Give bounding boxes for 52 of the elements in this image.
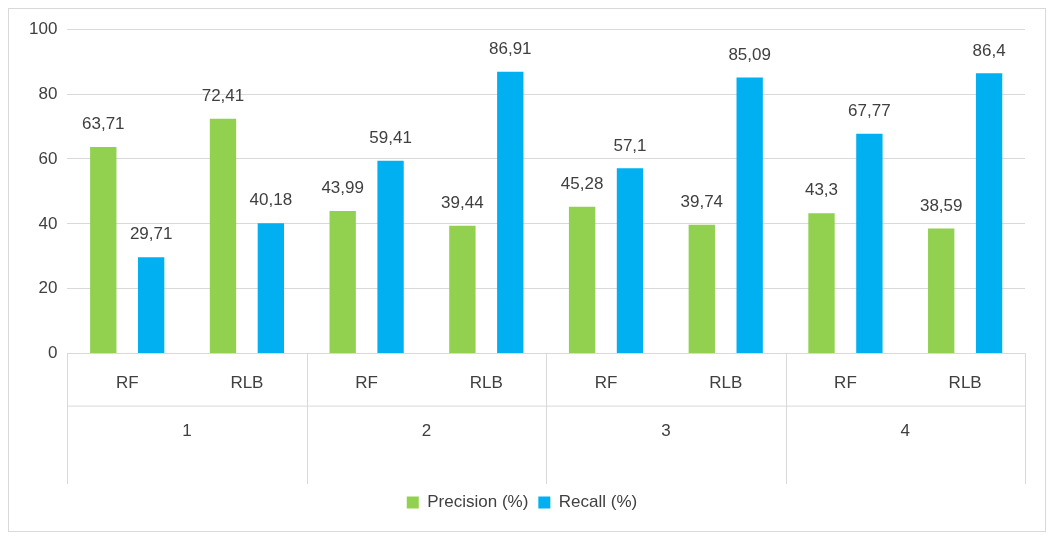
data-label: 38,59 (919, 195, 963, 215)
y-tick-label: 100 (28, 18, 58, 38)
y-tick-label: 60 (38, 148, 58, 168)
bar (329, 210, 356, 354)
data-label: 39,44 (441, 192, 484, 212)
bar (209, 118, 237, 354)
bar (928, 228, 955, 354)
bar (616, 168, 644, 354)
data-label: 43,99 (321, 178, 364, 198)
bar (568, 206, 596, 354)
y-tick-label: 40 (38, 213, 58, 233)
bar (137, 257, 165, 354)
bar (90, 146, 117, 354)
bar (257, 223, 285, 354)
legend-label: Precision (%) (427, 492, 529, 512)
bar (736, 77, 763, 354)
data-label: 29,71 (129, 224, 173, 244)
text: 3 (661, 421, 671, 441)
x-tick-label: RF (834, 373, 857, 393)
x-tick-label: RLB (709, 373, 743, 393)
data-label: 40,18 (249, 190, 293, 210)
x-tick-label: RF (355, 373, 378, 393)
data-label: 86,4 (972, 40, 1006, 60)
y-tick-label: 80 (38, 83, 58, 103)
y-tick-label: 20 (38, 278, 58, 298)
bar (497, 71, 524, 354)
text: 1 (182, 421, 192, 441)
x-tick-label: RLB (469, 373, 503, 393)
bar (688, 224, 715, 354)
bar (377, 160, 404, 354)
x-tick-label: RF (594, 373, 618, 393)
x-tick-label: RF (115, 373, 139, 393)
bar (808, 213, 835, 354)
bar (449, 225, 476, 354)
data-label: 63,71 (82, 114, 125, 134)
data-label: 39,74 (680, 191, 724, 211)
data-label: 67,77 (848, 100, 891, 120)
data-label: 45,28 (560, 173, 604, 193)
data-label: 43,3 (804, 180, 839, 200)
data-label: 72,41 (201, 85, 245, 105)
legend-label: Recall (%) (558, 492, 638, 512)
data-label: 59,41 (369, 128, 412, 148)
text: 2 (421, 421, 432, 441)
x-tick-label: RLB (230, 373, 264, 393)
y-tick-label: 0 (47, 343, 58, 363)
data-label: 57,1 (613, 135, 647, 155)
bar (975, 73, 1003, 354)
data-label: 86,91 (489, 38, 532, 58)
text: 4 (900, 421, 911, 441)
data-label: 85,09 (728, 44, 771, 64)
bar (856, 133, 883, 354)
x-tick-label: RLB (948, 373, 982, 393)
